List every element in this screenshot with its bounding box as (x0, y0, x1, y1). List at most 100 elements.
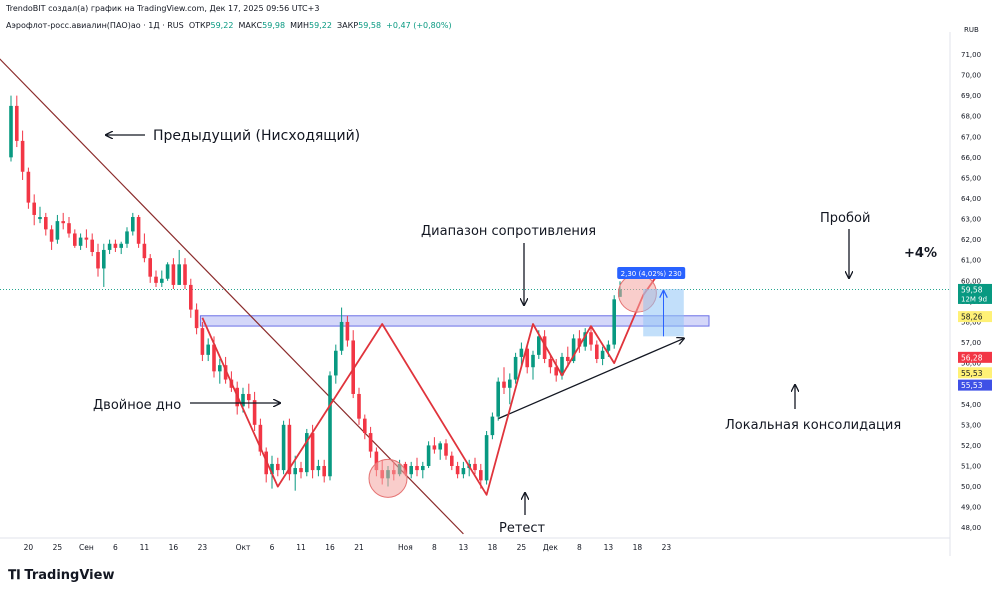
candle-up (461, 468, 466, 475)
candle-down (450, 455, 454, 466)
annotations: Предыдущий (Нисходящий) Диапазон сопротив… (93, 128, 937, 536)
candle-up (241, 393, 245, 407)
candle-down (502, 381, 506, 388)
downtrend-line (0, 58, 464, 535)
candle-up (600, 350, 605, 359)
time-tick-label: 18 (633, 543, 643, 552)
candle-down (136, 217, 141, 244)
candle-up (513, 356, 518, 380)
candle-down (444, 443, 448, 456)
price-label-bg (958, 379, 992, 391)
candle-up (281, 424, 286, 471)
price-label: 59,58 (961, 285, 983, 294)
candle-down (542, 336, 547, 359)
time-tick-label: 11 (140, 543, 150, 552)
candle-up (9, 105, 13, 158)
candle-up (102, 249, 106, 269)
ohlc-change: +0,47 (+0,80%) (386, 21, 452, 30)
candle-down (479, 470, 483, 481)
price-tick-label: 57,00 (961, 339, 981, 347)
candle-up (107, 243, 112, 250)
candle-down (200, 328, 205, 355)
time-tick-label: Ноя (398, 543, 413, 552)
candle-down (148, 258, 152, 277)
candle-up (496, 381, 500, 417)
measure-label: 2,30 (4,02%) 230 (621, 270, 682, 278)
price-label-bg (958, 367, 992, 379)
candle-down (455, 465, 460, 475)
time-tick-label: 8 (577, 543, 582, 552)
price-label-bg (958, 351, 992, 363)
retest-label: Ретест (499, 521, 546, 536)
price-tick-label: 64,00 (961, 195, 981, 203)
double-bottom-label: Двойное дно (93, 398, 181, 413)
price-tick-label: 48,00 (961, 524, 981, 532)
candle-down (189, 284, 193, 310)
candle-down (96, 251, 100, 269)
time-axis: 20 25 Сен 6 11 16 23 Окт 6 11 16 21 Ноя 8 13 18 25 Дек 8 13… (0, 537, 950, 552)
candle-up (328, 375, 332, 477)
candle-down (554, 367, 558, 376)
candle-down (73, 233, 77, 246)
price-tick-label: 70,00 (961, 72, 981, 80)
candle-down (374, 451, 379, 471)
candle-up (316, 465, 321, 471)
ohlc-high-label: МАКС (238, 21, 263, 30)
time-tick-label: 16 (325, 543, 335, 552)
candle-down (61, 221, 65, 224)
candle-down (252, 400, 257, 425)
candle-up (55, 221, 60, 240)
candle-down (32, 202, 36, 215)
candle-down (357, 393, 361, 419)
candle-down (49, 229, 54, 242)
candle-up (560, 356, 564, 376)
symbol-info: Аэрофлот-росс.авиалин(ПАО)ао · 1Д · RUS … (6, 21, 452, 30)
retest-highlight (368, 458, 408, 498)
candle-up (484, 435, 489, 481)
price-label: 56,28 (961, 353, 983, 362)
tradingview-brand-text: TradingView (24, 568, 115, 583)
currency-label: RUB (964, 26, 979, 34)
price-tick-label: 54,00 (961, 401, 981, 409)
candle-down (403, 463, 408, 475)
candle-down (15, 105, 19, 141)
time-tick-label: 23 (662, 543, 672, 552)
candle-down (90, 239, 94, 252)
ohlc-low-value: 59,22 (309, 21, 332, 30)
tradingview-logo[interactable]: 𝐓𝐈 TradingView (8, 568, 114, 583)
candle-down (44, 217, 48, 230)
candle-down (351, 340, 355, 394)
tradingview-logo-icon: 𝐓𝐈 (8, 568, 21, 583)
candle-down (363, 418, 367, 434)
price-tick-label: 71,00 (961, 51, 981, 59)
ohlc-low-label: МИН (290, 21, 310, 30)
time-tick-label: Сен (79, 543, 94, 552)
price-tick-label: 68,00 (961, 113, 981, 121)
price-tick-label: 67,00 (961, 133, 981, 141)
price-label: 55,53 (961, 381, 983, 390)
candle-down (84, 237, 89, 240)
candle-down (299, 468, 303, 473)
price-label-bg (958, 311, 992, 323)
candle-up (421, 465, 425, 471)
candle-up (426, 445, 431, 466)
candle-down (194, 309, 199, 329)
price-tick-label: 65,00 (961, 174, 981, 182)
candle-up (519, 348, 524, 357)
candle-up (537, 336, 541, 355)
price-tick-label: 51,00 (961, 462, 981, 470)
price-tick-label: 58,00 (961, 318, 981, 326)
symbol-name: Аэрофлот-росс.авиалин(ПАО)ао · 1Д · RUS (6, 21, 184, 30)
candle-down (276, 463, 280, 471)
candle-down (212, 344, 216, 372)
ohlc-high-value: 59,98 (262, 21, 286, 30)
time-tick-label: Окт (236, 543, 251, 552)
price-axis: RUB 48,00 49,00 50,00 51,00 52,00 53,00 54,00 55… (949, 26, 992, 556)
measure-label-bg (617, 267, 686, 280)
price-label-sub: 12М 9d (961, 295, 987, 303)
candle-down (142, 243, 147, 259)
candle-up (490, 416, 495, 436)
candle-down (171, 264, 176, 285)
resistance-label: Диапазон сопротивления (421, 224, 596, 239)
